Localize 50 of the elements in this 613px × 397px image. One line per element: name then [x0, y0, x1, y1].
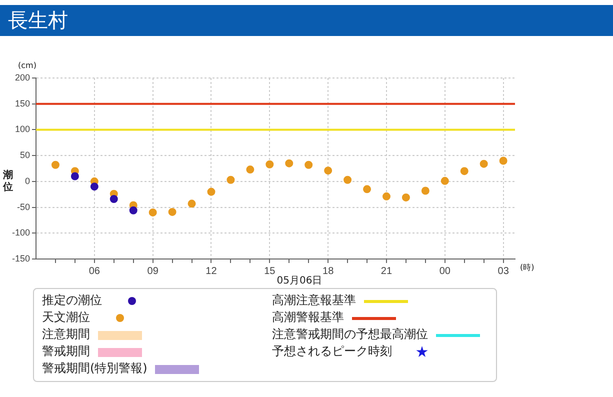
point — [207, 188, 216, 196]
point — [460, 167, 468, 176]
point — [168, 208, 176, 216]
x-tick-label: 12 — [206, 266, 218, 277]
y-tick-label: 100 — [14, 124, 30, 134]
point — [51, 160, 60, 169]
legend-label: 注意期間 — [42, 326, 90, 343]
y-tick-label: 50 — [20, 150, 30, 160]
legend-label: 警戒期間 — [42, 343, 90, 360]
x-tick-label: 06 — [88, 266, 100, 277]
legend-label: 高潮警報基準 — [272, 309, 344, 326]
x-tick-label: 18 — [322, 266, 334, 277]
x-axis-title: (時) — [520, 263, 534, 272]
point — [421, 186, 430, 195]
point — [304, 160, 313, 169]
chart-title: 長生村 — [0, 5, 613, 36]
point — [324, 166, 332, 175]
y-tick-label: -100 — [12, 228, 30, 238]
point — [363, 185, 372, 194]
legend-label: 注意警戒期間の予想最高潮位 — [272, 326, 428, 343]
point — [480, 160, 488, 168]
point — [266, 160, 274, 168]
point — [188, 200, 196, 208]
y-tick-label: 0 — [24, 176, 30, 186]
legend-label: 天文潮位 — [42, 309, 90, 326]
y-tick-label: 150 — [14, 98, 30, 108]
point — [226, 176, 235, 184]
point — [382, 192, 390, 200]
y-tick-label: -150 — [12, 253, 30, 264]
point — [440, 176, 449, 185]
point — [246, 166, 254, 174]
y-tick-label: -50 — [16, 202, 30, 212]
point — [344, 176, 352, 184]
text: 05月06日 — [276, 276, 322, 287]
point — [402, 193, 410, 202]
x-tick-label: 00 — [439, 266, 451, 277]
text: (cm) — [18, 61, 36, 70]
legend-label: 高潮注意報基準 — [272, 292, 356, 309]
point — [148, 208, 157, 216]
y-tick-label: 200 — [14, 72, 30, 82]
y-axis-title: 潮位 — [2, 169, 13, 194]
legend-label: 推定の潮位 — [42, 292, 102, 309]
point — [285, 159, 294, 168]
x-tick-label: 03 — [498, 266, 510, 277]
x-tick-label: 15 — [264, 266, 276, 277]
point — [499, 156, 508, 165]
legend-label: 予想されるピーク時刻 — [272, 343, 392, 360]
legend-label: 警戒期間(特別警報) — [42, 360, 148, 377]
x-tick-label: 09 — [147, 266, 159, 277]
x-tick-label: 21 — [380, 266, 392, 277]
